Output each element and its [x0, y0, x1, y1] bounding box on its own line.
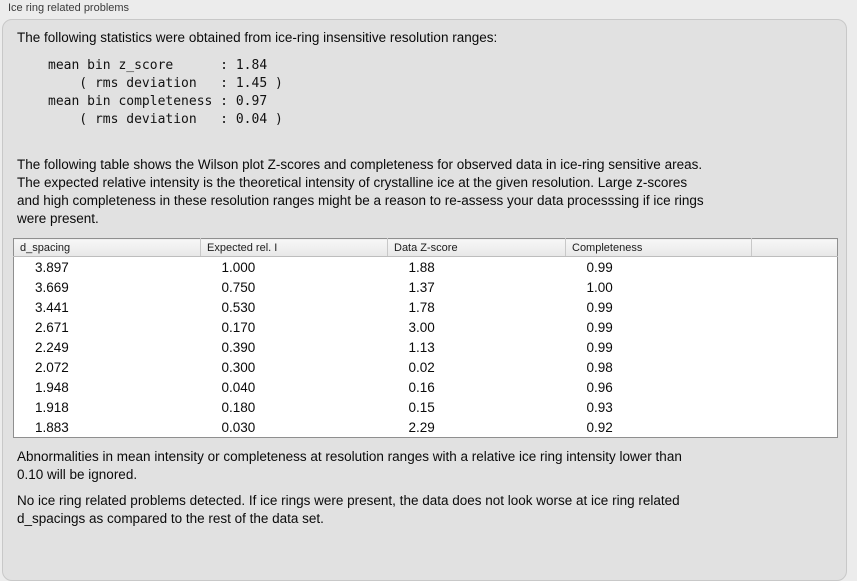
table-cell-filler [752, 357, 838, 377]
table-cell: 1.000 [221, 259, 256, 275]
table-cell-filler [752, 317, 838, 337]
table-cell: 0.180 [221, 399, 256, 415]
table-body: 3.897 1.000 1.88 0.99 3.669 0.750 1.37 1.00 3.44… [14, 257, 838, 438]
table-cell: 0.99 [586, 299, 613, 315]
table-cell: 3.00 [408, 319, 435, 335]
table-cell-filler [752, 417, 838, 438]
table-cell: 3.441 [35, 299, 69, 315]
groupbox-title: Ice ring related problems [8, 2, 130, 14]
table-row[interactable]: 2.671 0.170 3.00 0.99 [14, 317, 838, 337]
table-cell: 0.96 [586, 379, 613, 395]
table-row[interactable]: 3.669 0.750 1.37 1.00 [14, 277, 838, 297]
table-cell: 1.37 [408, 279, 435, 295]
table-cell: 0.030 [221, 419, 256, 435]
table-cell-filler [752, 337, 838, 357]
ice-ring-table: d_spacing Expected rel. I Data Z-score C… [13, 238, 838, 438]
table-row[interactable]: 2.072 0.300 0.02 0.98 [14, 357, 838, 377]
table-cell-filler [752, 257, 838, 278]
column-header-d-spacing: d_spacing [13, 238, 201, 257]
column-header-filler [751, 238, 838, 257]
table-cell: 0.02 [408, 359, 435, 375]
table-cell: 0.93 [586, 399, 613, 415]
table-cell: 0.98 [586, 359, 613, 375]
table-cell: 0.300 [221, 359, 256, 375]
table-cell: 2.29 [408, 419, 435, 435]
ignore-threshold-note: Abnormalities in mean intensity or compl… [17, 449, 682, 482]
table-cell-filler [752, 297, 838, 317]
table-cell: 0.99 [586, 339, 613, 355]
summary-statistics-block: mean bin z_score : 1.84 ( rms deviation … [48, 58, 283, 127]
table-header: d_spacing Expected rel. I Data Z-score C… [13, 238, 838, 257]
column-header-completeness: Completeness [565, 238, 752, 257]
column-header-data-z-score: Data Z-score [387, 238, 566, 257]
table-cell: 1.13 [408, 339, 435, 355]
table-row[interactable]: 1.948 0.040 0.16 0.96 [14, 377, 838, 397]
table-cell: 1.883 [35, 419, 69, 435]
table-cell: 0.040 [221, 379, 256, 395]
table-cell: 1.78 [408, 299, 435, 315]
groupbox-content: The following statistics were obtained f… [3, 20, 846, 528]
table-row[interactable]: 3.897 1.000 1.88 0.99 [14, 257, 838, 278]
groupbox-frame: The following statistics were obtained f… [2, 19, 847, 581]
table-cell: 0.750 [221, 279, 256, 295]
table-cell: 0.92 [586, 419, 613, 435]
table-cell: 2.671 [35, 319, 69, 335]
table-cell-filler [752, 377, 838, 397]
table-cell: 1.948 [35, 379, 69, 395]
conclusion-text: No ice ring related problems detected. I… [17, 493, 680, 526]
table-description-text: The following table shows the Wilson plo… [17, 157, 704, 226]
table-header-row: d_spacing Expected rel. I Data Z-score C… [13, 238, 838, 257]
table-row[interactable]: 1.918 0.180 0.15 0.93 [14, 397, 838, 417]
table-cell: 3.669 [35, 279, 69, 295]
table-cell: 3.897 [35, 259, 69, 275]
table-cell-filler [752, 277, 838, 297]
table-cell: 0.390 [221, 339, 256, 355]
table-cell: 2.249 [35, 339, 69, 355]
table-cell: 2.072 [35, 359, 69, 375]
table-cell-filler [752, 397, 838, 417]
table-cell: 1.88 [408, 259, 435, 275]
table-cell: 0.16 [408, 379, 435, 395]
table-row[interactable]: 3.441 0.530 1.78 0.99 [14, 297, 838, 317]
table-cell: 0.15 [408, 399, 435, 415]
intro-text: The following statistics were obtained f… [17, 30, 498, 45]
table-cell: 1.00 [586, 279, 613, 295]
table-cell: 0.99 [586, 319, 613, 335]
column-header-expected-rel-i: Expected rel. I [200, 238, 388, 257]
table-cell: 0.530 [221, 299, 256, 315]
table-cell: 1.918 [35, 399, 69, 415]
table-cell: 0.170 [221, 319, 256, 335]
table-row[interactable]: 2.249 0.390 1.13 0.99 [14, 337, 838, 357]
table-cell: 0.99 [586, 259, 613, 275]
table-row[interactable]: 1.883 0.030 2.29 0.92 [14, 417, 838, 438]
